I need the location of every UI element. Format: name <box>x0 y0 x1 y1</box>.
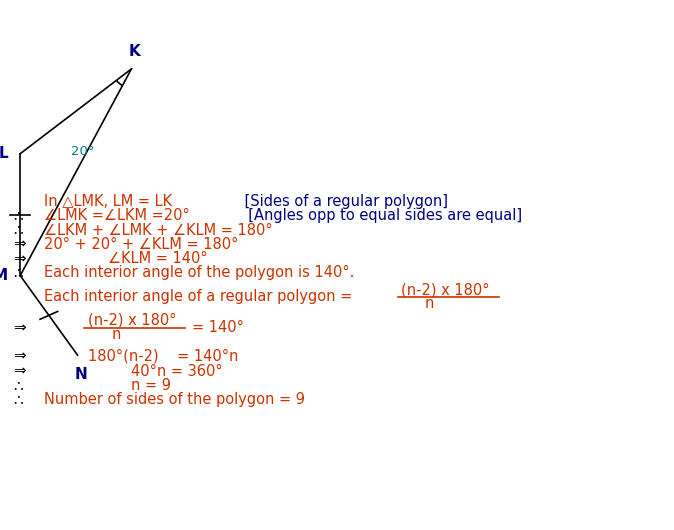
Text: ⇒: ⇒ <box>13 364 26 378</box>
Text: ∠LKM + ∠LMK + ∠KLM = 180°: ∠LKM + ∠LMK + ∠KLM = 180° <box>44 223 272 237</box>
Text: = 140°: = 140° <box>192 320 244 335</box>
Text: ∠KLM = 140°: ∠KLM = 140° <box>108 251 208 266</box>
Text: 20° + 20° + ∠KLM = 180°: 20° + 20° + ∠KLM = 180° <box>44 237 238 252</box>
Text: [Sides of a regular polygon]: [Sides of a regular polygon] <box>226 194 448 209</box>
Text: n: n <box>425 296 434 311</box>
Text: ∴: ∴ <box>13 378 23 393</box>
Text: 20°: 20° <box>71 145 94 157</box>
Text: n: n <box>111 328 121 342</box>
Text: ⇒: ⇒ <box>13 237 26 252</box>
Text: 40°n = 360°: 40°n = 360° <box>131 364 223 378</box>
Text: ∴: ∴ <box>13 266 23 280</box>
Text: ⇒: ⇒ <box>13 349 26 364</box>
Text: K: K <box>129 45 141 59</box>
Text: (n-2) x 180°: (n-2) x 180° <box>88 312 176 327</box>
Text: ⇒: ⇒ <box>13 320 26 335</box>
Text: In △LMK, LM = LK: In △LMK, LM = LK <box>44 194 172 209</box>
Text: 180°(n-2)    = 140°n: 180°(n-2) = 140°n <box>88 349 238 364</box>
Text: ∠LMK =∠LKM =20°: ∠LMK =∠LKM =20° <box>44 208 189 223</box>
Text: M: M <box>0 268 8 283</box>
Text: [Angles opp to equal sides are equal]: [Angles opp to equal sides are equal] <box>239 208 522 223</box>
Text: ∴: ∴ <box>13 392 23 407</box>
Text: L: L <box>0 146 8 161</box>
Text: ∴: ∴ <box>13 223 23 237</box>
Text: (n-2) x 180°: (n-2) x 180° <box>401 283 489 298</box>
Text: ∴: ∴ <box>13 208 23 223</box>
Text: Each interior angle of a regular polygon =: Each interior angle of a regular polygon… <box>44 289 357 304</box>
Text: n = 9: n = 9 <box>131 378 171 393</box>
Text: Each interior angle of the polygon is 140°.: Each interior angle of the polygon is 14… <box>44 266 354 280</box>
Text: Number of sides of the polygon = 9: Number of sides of the polygon = 9 <box>44 392 305 407</box>
Text: N: N <box>75 367 87 382</box>
Text: ⇒: ⇒ <box>13 251 26 266</box>
